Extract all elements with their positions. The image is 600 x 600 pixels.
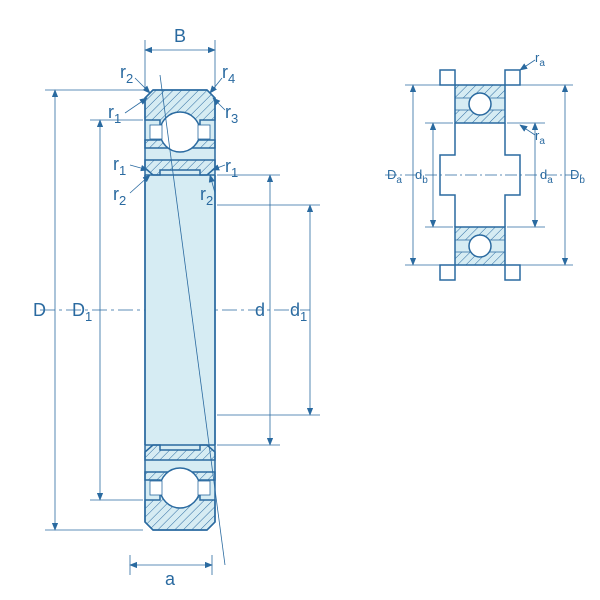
aux-view: ra ra Da db da Db [385,50,585,280]
label-D: D [33,300,46,320]
svg-text:r4: r4 [222,62,235,86]
svg-text:r1: r1 [225,156,238,180]
svg-text:d1: d1 [290,300,307,324]
sub-r2-rb: 2 [206,193,213,208]
sub-ra-bot: a [539,136,545,147]
label-Db-r: D [570,167,579,182]
label-D1: D [72,300,85,320]
label-d1: d [290,300,300,320]
svg-text:r1: r1 [113,154,126,178]
svg-text:D1: D1 [72,300,92,324]
sub-ra-top: a [539,58,545,69]
sub-db-left: b [422,175,428,186]
svg-text:Db: Db [570,167,585,186]
sub-r1-lb: 1 [119,163,126,178]
svg-text:Da: Da [387,167,402,186]
svg-text:r2: r2 [113,184,126,208]
bottom-assembly [145,445,215,530]
svg-text:db: db [415,167,428,186]
svg-text:r3: r3 [225,102,238,126]
sub-r1-rb: 1 [231,165,238,180]
sub-r2-lb: 2 [119,193,126,208]
top-assembly [145,90,215,175]
outer-shell [145,90,215,530]
bearing-diagram: B r2 r4 r1 r3 r1 r1 r2 r2 D D1 [0,0,600,600]
svg-text:r2: r2 [120,62,133,86]
main-cross-section [40,75,310,565]
sub-r2-tl: 2 [126,71,133,86]
sub-D1: 1 [85,309,92,324]
label-d: d [255,300,265,320]
sub-r3: 3 [231,111,238,126]
sub-Da: a [396,175,402,186]
svg-text:da: da [540,167,553,186]
sub-Db-r: b [579,175,585,186]
label-B: B [174,26,186,46]
sub-r4: 4 [228,71,235,86]
label-Da: D [387,167,396,182]
svg-text:ra: ra [535,50,545,69]
label-a: a [165,569,176,589]
svg-text:ra: ra [535,128,545,147]
sub-da-r: a [547,175,553,186]
sub-r1-lt: 1 [114,111,121,126]
label-da-r: d [540,167,547,182]
label-db-left: d [415,167,422,182]
svg-text:r1: r1 [108,102,121,126]
sub-d1: 1 [300,309,307,324]
